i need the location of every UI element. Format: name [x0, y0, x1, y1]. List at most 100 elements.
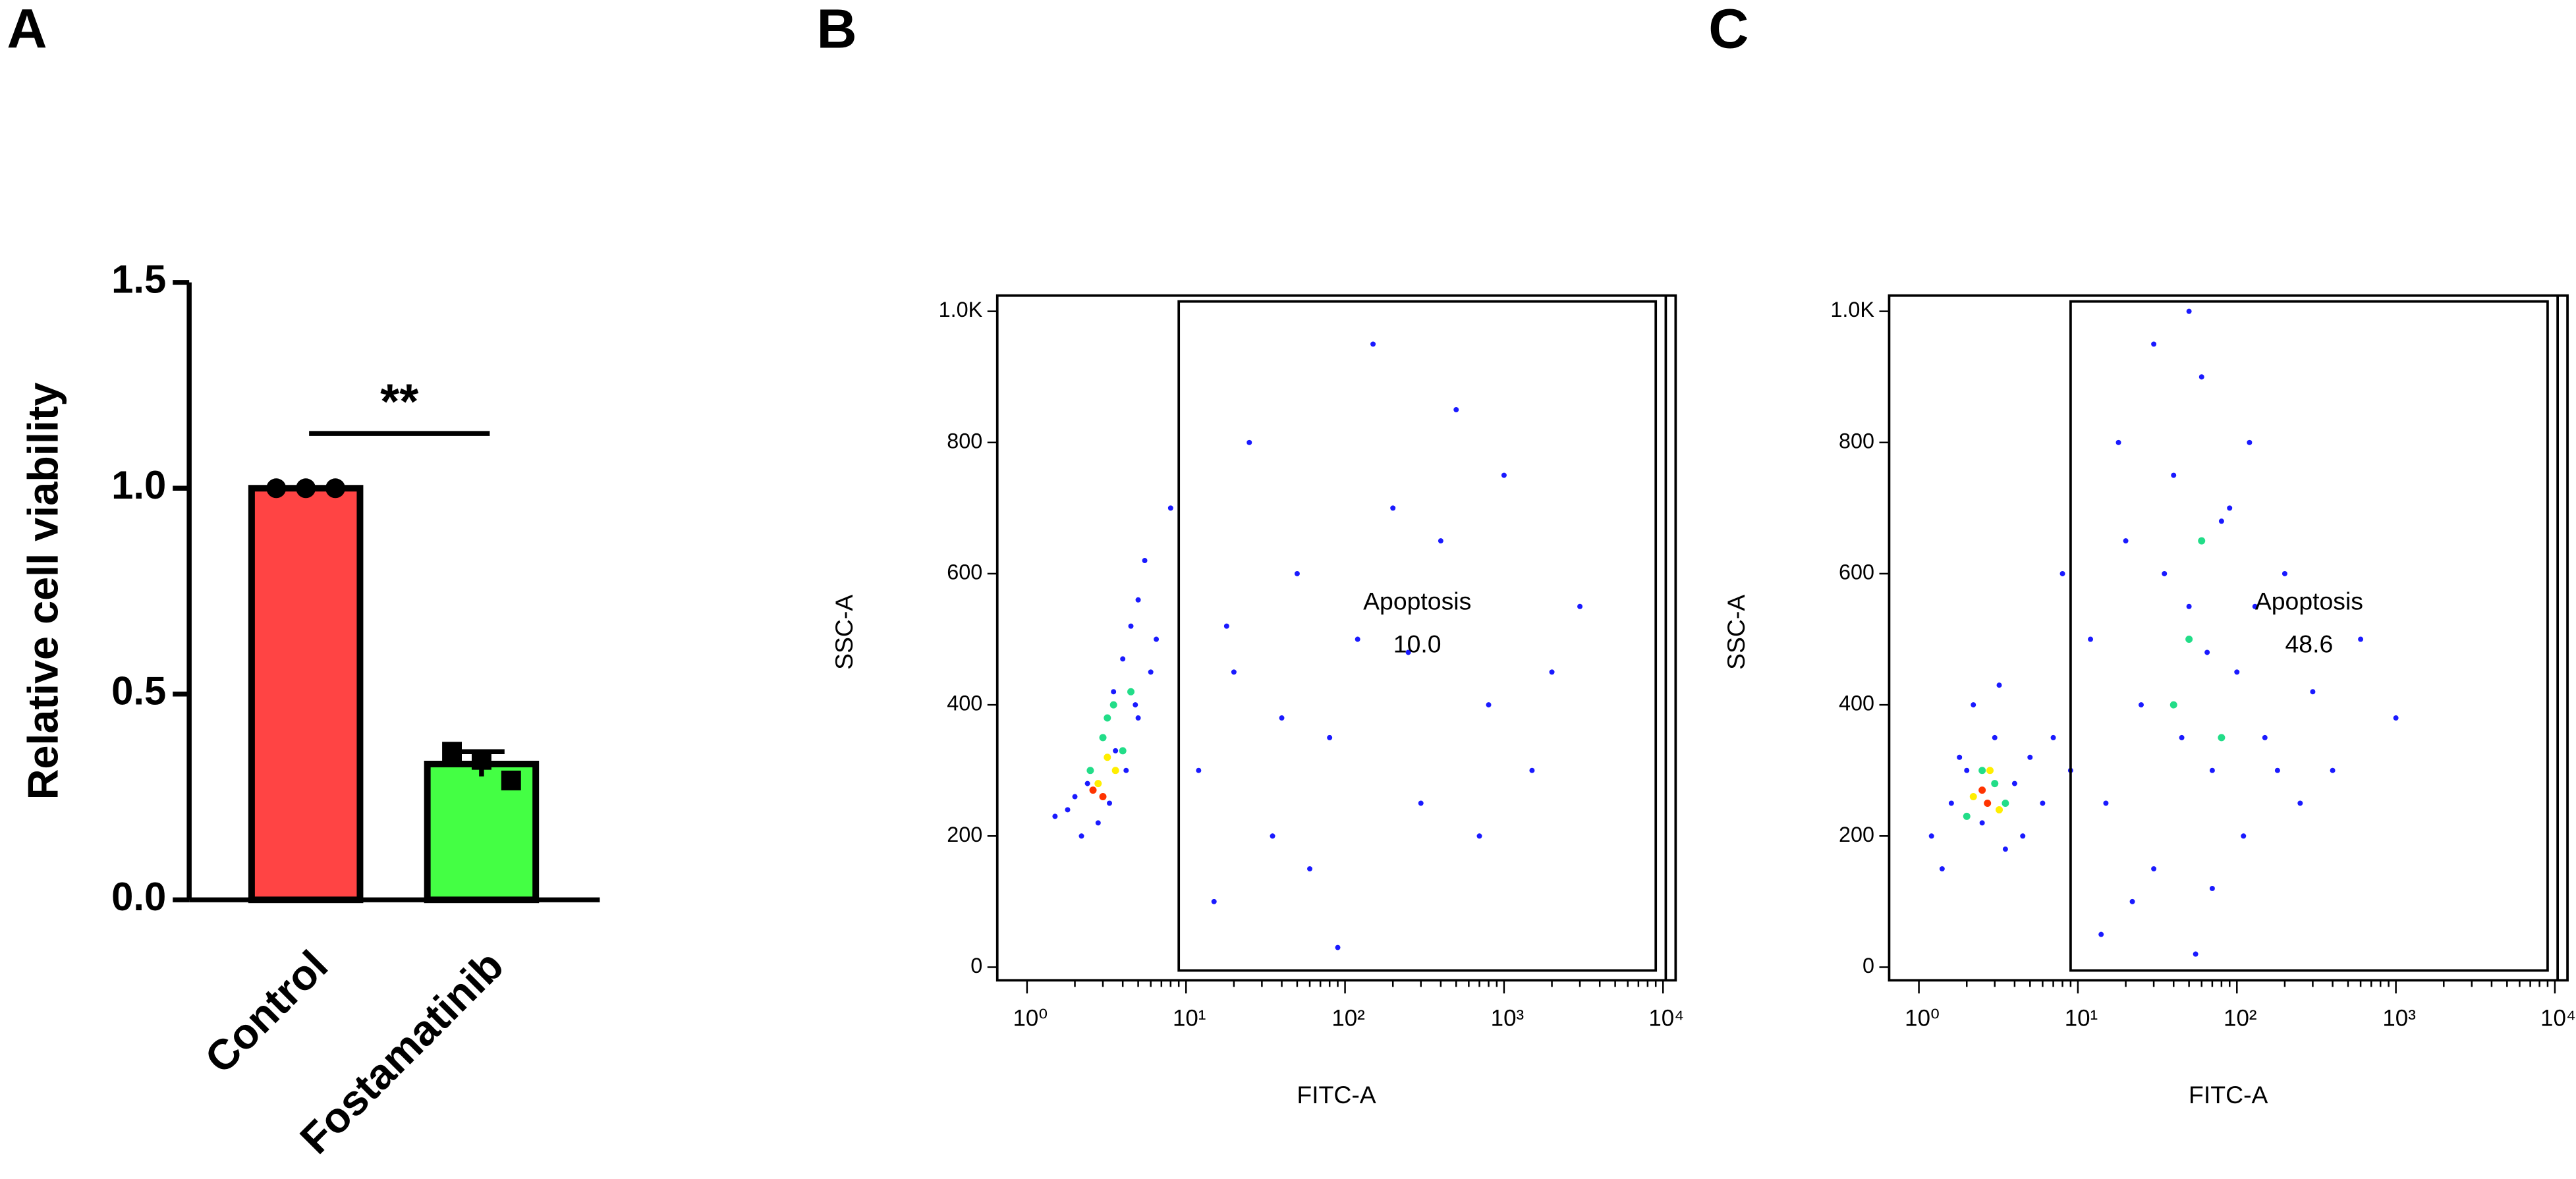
data-point: [296, 478, 316, 499]
event-dot: [1978, 786, 1986, 794]
event-dot: [1939, 866, 1945, 872]
y-axis-label: SSC-A: [1722, 595, 1750, 670]
event-dot: [1928, 833, 1934, 839]
event-dot: [1167, 505, 1173, 511]
event-dot: [1089, 786, 1097, 794]
x-tick-label: 10¹: [2065, 1005, 2098, 1031]
event-dot: [1986, 767, 1994, 775]
event-dot: [2002, 846, 2008, 852]
event-dot: [2027, 754, 2033, 760]
event-dot: [2393, 715, 2399, 721]
y-tick-label: 1.5: [111, 258, 166, 302]
event-dot: [1123, 767, 1129, 773]
y-axis-label: SSC-A: [830, 595, 858, 670]
event-dot: [1438, 538, 1443, 544]
event-dot: [1577, 603, 1583, 609]
x-tick-label: 10¹: [1173, 1005, 1206, 1031]
y-tick-label: 600: [947, 561, 982, 584]
y-axis-label: Relative cell viability: [18, 383, 67, 800]
gate: [1177, 300, 1658, 972]
event-dot: [1111, 689, 1117, 695]
event-dot: [2171, 472, 2177, 478]
event-dot: [1405, 649, 1411, 655]
event-dot: [1211, 898, 1217, 904]
event-dot: [1969, 793, 1977, 801]
event-dot: [2241, 833, 2247, 839]
event-dot: [1120, 656, 1126, 662]
event-dot: [1996, 682, 2002, 688]
event-dot: [1119, 747, 1127, 755]
event-dot: [1984, 799, 1992, 807]
event-dot: [1078, 833, 1084, 839]
event-dot: [1113, 748, 1119, 754]
event-dot: [1084, 781, 1090, 786]
x-tick-label: 10⁰: [1013, 1005, 1048, 1031]
x-tick-label: 10²: [2224, 1005, 2256, 1031]
event-dot: [2123, 538, 2129, 544]
event-dot: [2186, 308, 2192, 314]
event-dot: [1104, 754, 1111, 761]
x-axis-label: FITC-A: [2189, 1081, 2268, 1109]
event-dot: [1052, 813, 1058, 819]
event-dot: [2274, 767, 2280, 773]
y-tick-label: 0.5: [111, 669, 166, 713]
event-dot: [1948, 800, 1954, 806]
event-dot: [1094, 780, 1102, 788]
x-tick-label: 10⁰: [1905, 1005, 1940, 1031]
event-dot: [2050, 734, 2056, 740]
y-tick-label: 1.0K: [1830, 298, 1874, 321]
event-dot: [2115, 439, 2121, 445]
event-dot: [2297, 800, 2303, 806]
y-tick-label: 400: [1839, 692, 1874, 715]
event-dot: [2011, 781, 2017, 786]
event-dot: [1307, 866, 1313, 872]
event-dot: [1418, 800, 1424, 806]
event-dot: [1231, 669, 1237, 675]
event-dot: [2262, 734, 2268, 740]
plot-frame: [1888, 294, 2569, 982]
bar: [248, 485, 364, 904]
gate-value: 48.6: [2285, 630, 2334, 657]
panel-label: C: [1708, 0, 1749, 59]
event-dot: [1133, 702, 1138, 708]
plot-frame: [995, 294, 1677, 982]
event-dot: [1327, 734, 1333, 740]
y-tick-label: 1.0K: [939, 298, 983, 321]
event-dot: [1099, 793, 1107, 801]
data-point: [266, 478, 287, 499]
event-dot: [1355, 636, 1360, 642]
gate: [2069, 300, 2549, 972]
event-dot: [1135, 715, 1141, 721]
event-dot: [1279, 715, 1285, 721]
event-dot: [1549, 669, 1555, 675]
event-dot: [1971, 702, 1976, 708]
event-dot: [1135, 597, 1141, 603]
panel-label: B: [816, 0, 856, 59]
event-dot: [1963, 812, 1971, 820]
event-dot: [2151, 341, 2157, 347]
event-dot: [2247, 439, 2253, 445]
event-dot: [1142, 558, 1148, 564]
data-point: [325, 478, 345, 499]
event-dot: [2138, 702, 2144, 708]
gate-name: Apoptosis: [1363, 588, 1471, 615]
y-tick-label: 600: [1839, 561, 1874, 584]
x-tick-label: Control: [196, 941, 337, 1082]
event-dot: [1107, 800, 1113, 806]
event-dot: [1992, 734, 1998, 740]
y-tick-label: 800: [947, 429, 982, 452]
event-dot: [1978, 767, 1986, 775]
event-dot: [2198, 374, 2204, 380]
event-dot: [1127, 688, 1135, 696]
event-dot: [2098, 931, 2104, 937]
event-dot: [1529, 767, 1535, 773]
event-dot: [1128, 623, 1134, 629]
event-dot: [2129, 898, 2135, 904]
event-dot: [2234, 669, 2240, 675]
event-dot: [1294, 570, 1300, 576]
event-dot: [1099, 734, 1107, 742]
event-dot: [2020, 833, 2026, 839]
event-dot: [2002, 799, 2009, 807]
